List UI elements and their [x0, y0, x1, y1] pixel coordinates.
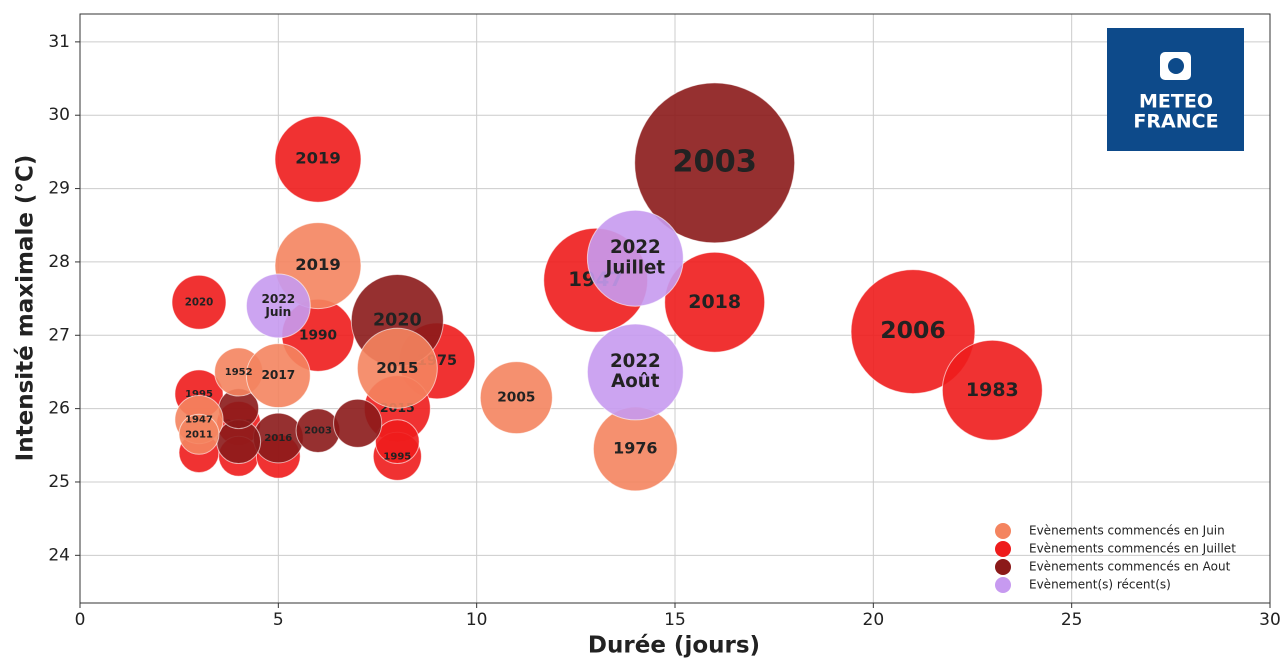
bubble-label: 1990: [299, 327, 337, 343]
bubble-label: Août: [611, 371, 660, 392]
y-tick-label: 24: [48, 545, 70, 565]
plot-frame: [79, 13, 1271, 604]
legend: Evènements commencés en Juin Evènements c…: [995, 523, 1236, 593]
y-tick-label: 28: [48, 252, 70, 272]
x-tick-label: 0: [75, 610, 86, 630]
bubble-label: 2018: [688, 291, 741, 313]
bubble: [178, 413, 220, 455]
legend-label: Evènements commencés en Aout: [1029, 560, 1231, 574]
y-tick-label: 27: [48, 325, 70, 345]
bubble: [850, 269, 976, 395]
x-tick-label: 20: [863, 610, 885, 630]
x-tick-label: 30: [1259, 610, 1280, 630]
x-tick-label: 25: [1061, 610, 1083, 630]
legend-label: Evènement(s) récent(s): [1029, 578, 1171, 592]
bubble-label: Juin: [264, 305, 291, 319]
bubble: [274, 115, 362, 203]
legend-label: Evènements commencés en Juin: [1029, 524, 1225, 538]
bubble-series: 2003 2020 2016 2003: [216, 82, 796, 465]
bubble-label: 2017: [261, 368, 295, 382]
y-tick-label: 31: [48, 32, 70, 52]
bubble-label: 2016: [264, 433, 292, 444]
bubble-label: Juillet: [604, 257, 666, 278]
logo: METEO FRANCE: [1107, 28, 1244, 151]
bubble-label: 1995: [383, 451, 411, 462]
y-tick-label: 25: [48, 472, 70, 492]
legend-marker: [995, 541, 1011, 557]
legend-marker: [995, 577, 1011, 593]
logo-box: [1107, 28, 1244, 151]
bubble: [374, 419, 420, 465]
bubble-label: 2003: [304, 426, 332, 437]
bubble-label: 2019: [295, 149, 340, 168]
bubble: [356, 327, 438, 409]
bubble-label: 2011: [185, 429, 213, 440]
bubble-label: 2005: [497, 390, 535, 406]
bubble: [941, 339, 1043, 441]
bubble: [586, 209, 684, 307]
bubble-label: 2003: [672, 144, 757, 179]
bubble: [479, 361, 553, 435]
x-tick-label: 5: [273, 610, 284, 630]
bubble-label: 1983: [966, 379, 1019, 401]
bubble-label: 1952: [225, 367, 253, 378]
bubble-label: 2022: [261, 292, 295, 306]
bubble: [586, 323, 684, 421]
logo-text: FRANCE: [1133, 111, 1218, 133]
legend-marker: [995, 559, 1011, 575]
y-tick-label: 30: [48, 105, 70, 125]
bubble: [333, 398, 383, 448]
x-tick-label: 10: [466, 610, 488, 630]
bubble-label: 2020: [373, 311, 422, 331]
logo-text: METEO: [1139, 91, 1213, 113]
bubble: [171, 274, 227, 330]
bubble-label: 2015: [376, 359, 418, 377]
bubble-label: 1976: [613, 438, 657, 457]
bubble-label: 2019: [295, 255, 340, 274]
bubble-series: 2019 1952 2017 2015 2005 1976 1947 2011: [174, 222, 678, 492]
y-tick-label: 29: [48, 179, 70, 199]
legend-label: Evènements commencés en Juillet: [1029, 542, 1236, 556]
y-axis-label: Intensité maximale (°C): [13, 155, 39, 462]
x-axis-label: Durée (jours): [588, 633, 760, 659]
y-tick-label: 26: [48, 399, 70, 419]
bubble-label: 2022: [610, 237, 661, 258]
bubble-label: 2022: [610, 351, 661, 372]
bubble-label: 1947: [185, 415, 213, 426]
bubble: [664, 251, 766, 353]
bubble: [245, 273, 311, 339]
bubble: [245, 343, 311, 409]
logo-icon-dot: [1168, 58, 1184, 74]
legend-marker: [995, 523, 1011, 539]
bubble-label: 2006: [880, 316, 946, 344]
bubble-label: 2020: [185, 296, 214, 308]
bubble-label: 1995: [185, 389, 213, 400]
bubble: [634, 82, 796, 244]
x-tick-label: 15: [664, 610, 686, 630]
